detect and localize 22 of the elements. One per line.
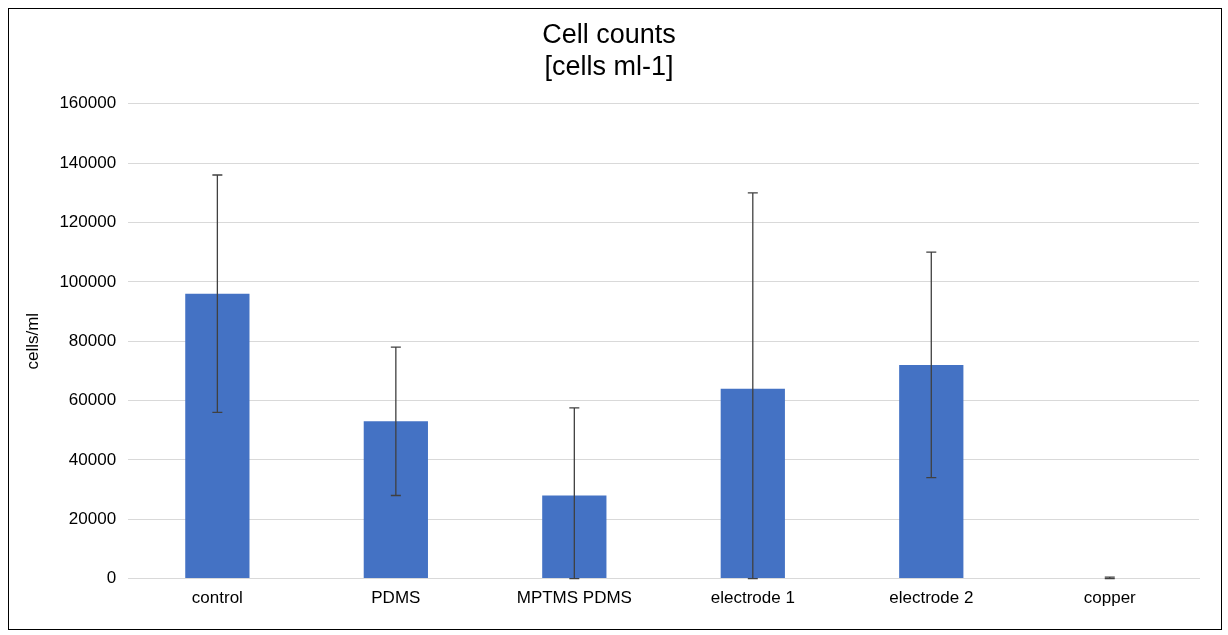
x-tick-label: electrode 2 <box>889 588 974 608</box>
y-tick-label: 60000 <box>68 390 117 410</box>
x-tick-label: MPTMS PDMS <box>516 588 632 608</box>
y-tick-label: 140000 <box>59 152 117 172</box>
y-tick-label: 40000 <box>68 449 117 469</box>
y-tick-label: 160000 <box>59 93 117 113</box>
y-axis-title: cells/ml <box>22 312 42 370</box>
x-tick-label: PDMS <box>371 588 421 608</box>
bar <box>363 421 428 579</box>
bar <box>899 364 964 579</box>
y-tick-label: 20000 <box>68 508 117 528</box>
y-tick-label: 100000 <box>59 271 117 291</box>
x-tick-label: copper <box>1083 588 1137 608</box>
y-tick-label: 120000 <box>59 212 117 232</box>
bar <box>542 495 607 579</box>
x-tick-label: electrode 1 <box>710 588 795 608</box>
chart-title: Cell counts [cells ml-1] <box>542 18 676 82</box>
y-tick-label: 0 <box>106 568 117 588</box>
bar <box>720 388 785 579</box>
bar <box>185 293 250 579</box>
x-tick-label: control <box>191 588 243 608</box>
y-tick-label: 80000 <box>68 330 117 350</box>
